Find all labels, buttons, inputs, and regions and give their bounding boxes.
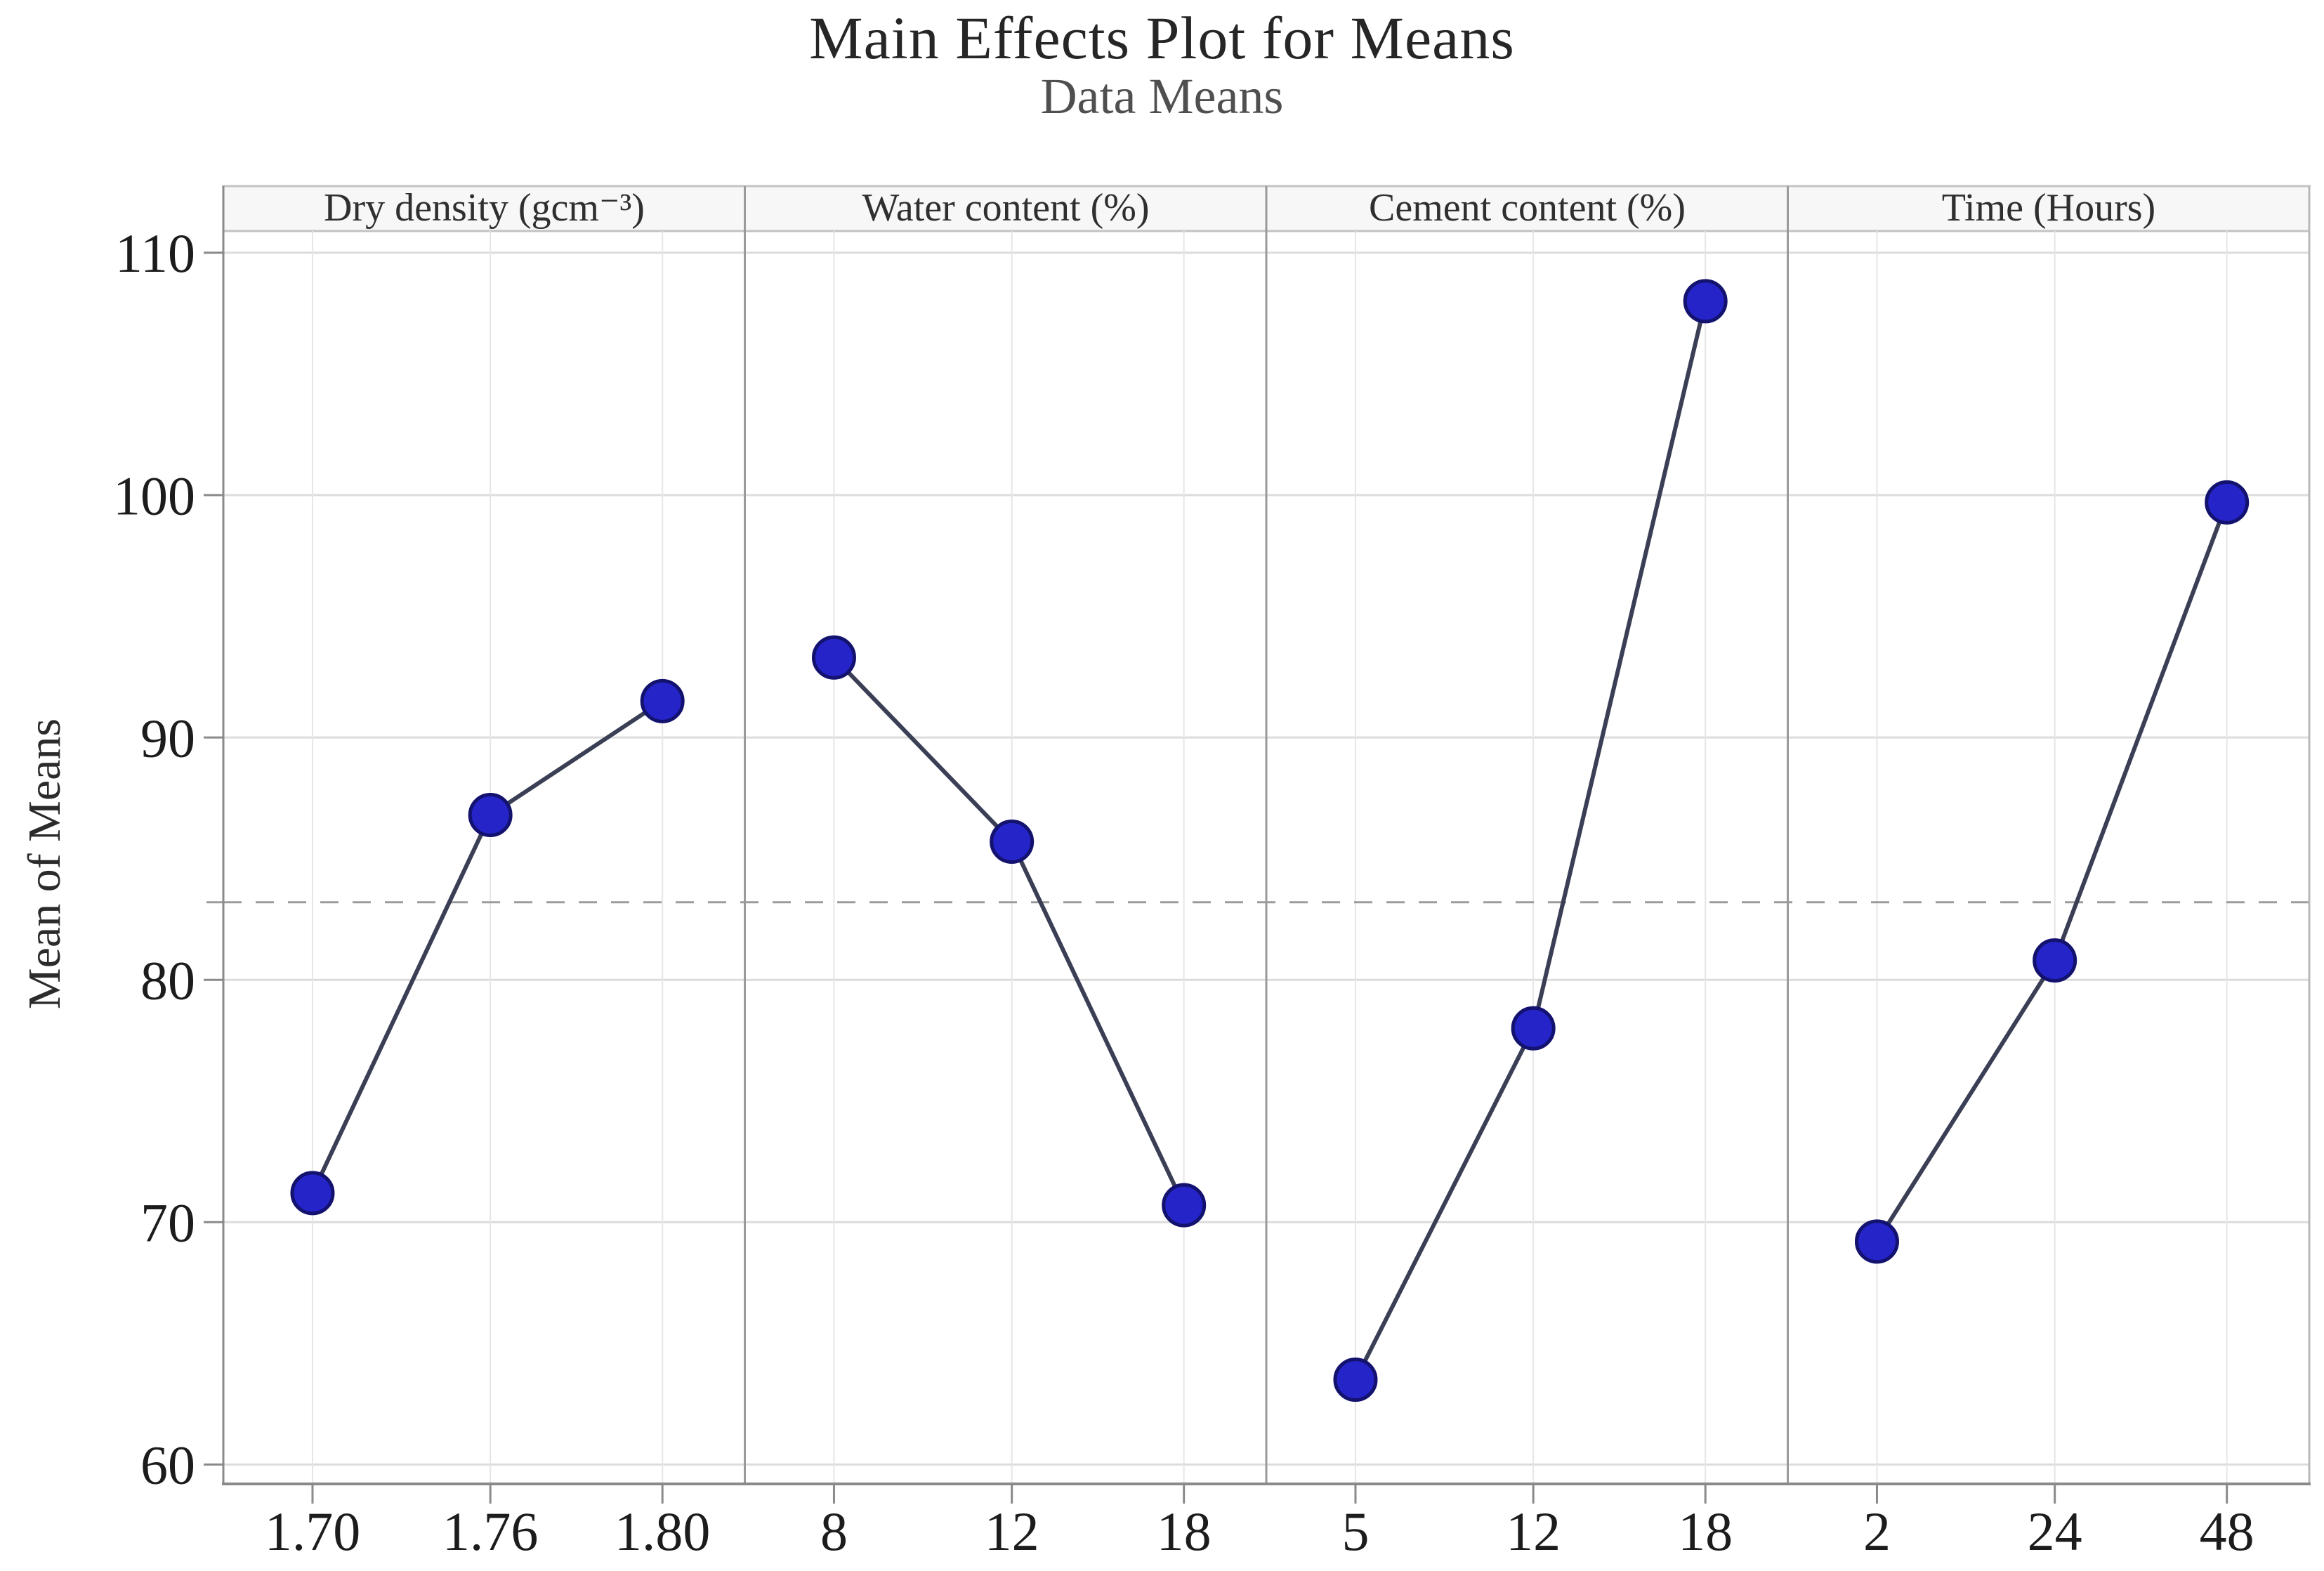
x-tick-label: 2: [1863, 1501, 1891, 1562]
chart-title: Main Effects Plot for Means: [809, 4, 1515, 72]
series-panel-3: [1854, 480, 2250, 1264]
data-point: [1162, 1183, 1207, 1228]
x-tick-label: 12: [1506, 1501, 1561, 1562]
panel-header-water-content: Water content (%): [862, 186, 1150, 230]
y-tick-label: 110: [115, 223, 195, 284]
series-panel-0: [290, 678, 685, 1216]
x-tick-labels: 1.70 1.76 1.80 8 12 18 5 12 18 2 24 48: [265, 1501, 2254, 1562]
data-point: [990, 819, 1035, 864]
y-ticks: [204, 251, 223, 1466]
panel-header-time: Time (Hours): [1941, 186, 2156, 230]
y-tick-label: 80: [140, 949, 195, 1011]
data-point: [1854, 1219, 1899, 1264]
data-point: [1511, 1006, 1556, 1051]
panel-header-dry-density: Dry density (gcm⁻³): [324, 186, 645, 230]
y-tick-label: 100: [113, 465, 195, 526]
x-tick-label: 48: [2200, 1501, 2254, 1562]
series-line: [832, 655, 1186, 1208]
data-point: [1333, 1358, 1378, 1402]
data-point: [640, 678, 685, 723]
data-point: [811, 635, 856, 680]
category-gridlines: [311, 231, 2228, 1484]
series-line: [1353, 298, 1708, 1382]
x-tick-label: 1.76: [442, 1501, 539, 1562]
series-panel-2: [1333, 279, 1728, 1402]
x-tick-label: 1.70: [265, 1501, 361, 1562]
data-point: [1683, 279, 1728, 324]
x-tick-label: 24: [2028, 1501, 2082, 1562]
series-panel-1: [811, 635, 1207, 1228]
data-point: [2205, 480, 2250, 525]
y-tick-label: 90: [140, 707, 195, 768]
x-tick-label: 18: [1157, 1501, 1212, 1562]
data-point: [468, 793, 513, 838]
data-point: [290, 1171, 335, 1216]
panel-header-cement-content: Cement content (%): [1369, 186, 1686, 230]
x-tick-label: 8: [820, 1501, 848, 1562]
x-tick-label: 18: [1678, 1501, 1733, 1562]
chart-subtitle: Data Means: [1040, 68, 1284, 124]
series-line: [310, 699, 665, 1195]
x-tick-label: 5: [1341, 1501, 1369, 1562]
y-tick-label: 60: [140, 1435, 195, 1496]
x-tick-label: 12: [985, 1501, 1039, 1562]
series-line: [1875, 500, 2229, 1244]
data-point: [2033, 938, 2077, 983]
y-tick-label: 70: [140, 1192, 195, 1254]
y-tick-labels: 60 70 80 90 100 110: [113, 223, 195, 1495]
x-tick-label: 1.80: [615, 1501, 711, 1562]
x-ticks: [311, 1484, 2228, 1504]
